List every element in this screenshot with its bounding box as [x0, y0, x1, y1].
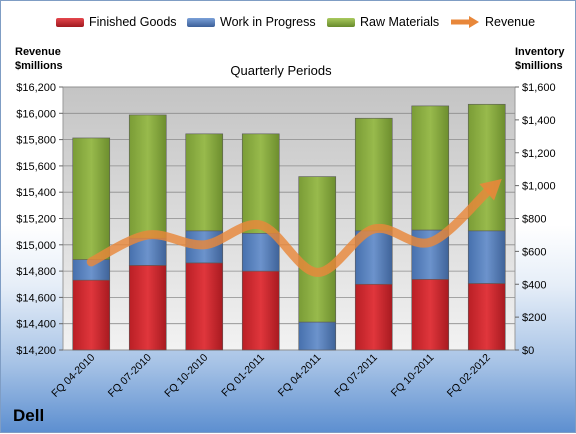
bar-finished-goods	[242, 271, 279, 350]
right-tick-label: $1,000	[522, 181, 556, 193]
plot-title: Quarterly Periods	[213, 63, 349, 78]
left-tick-label: $15,800	[16, 135, 56, 147]
bar-raw-materials	[412, 106, 449, 230]
left-tick-label: $14,600	[16, 292, 56, 304]
bar-finished-goods	[186, 263, 223, 350]
left-tick-label: $14,400	[16, 319, 56, 331]
bar-finished-goods	[468, 283, 505, 350]
x-tick-label: FQ 10-2010	[162, 352, 210, 400]
x-tick-label: FQ 04-2010	[49, 352, 97, 400]
left-tick-label: $15,000	[16, 240, 56, 252]
bar-work-in-progress	[468, 231, 505, 284]
x-tick-label: FQ 10-2011	[389, 352, 437, 400]
right-tick-label: $1,200	[522, 148, 556, 160]
left-tick-label: $14,800	[16, 266, 56, 278]
left-tick-label: $14,200	[16, 345, 56, 357]
bar-raw-materials	[73, 138, 110, 260]
x-tick-label: FQ 07-2011	[332, 352, 380, 400]
x-tick-label: FQ 07-2010	[106, 352, 154, 400]
left-tick-label: $16,200	[16, 82, 56, 94]
left-tick-label: $16,000	[16, 108, 56, 120]
bar-finished-goods	[129, 265, 166, 350]
bar-raw-materials	[129, 115, 166, 238]
right-tick-label: $800	[522, 214, 546, 226]
bar-finished-goods	[73, 280, 110, 350]
x-tick-label: FQ 04-2011	[276, 352, 324, 400]
right-tick-label: $1,400	[522, 115, 556, 127]
left-tick-label: $15,200	[16, 214, 56, 226]
bar-raw-materials	[355, 118, 392, 231]
right-tick-label: $0	[522, 345, 534, 357]
right-tick-label: $600	[522, 246, 546, 258]
left-tick-label: $15,600	[16, 161, 56, 173]
bar-work-in-progress	[299, 322, 336, 350]
right-tick-label: $1,600	[522, 82, 556, 94]
bar-raw-materials	[186, 134, 223, 231]
x-tick-label: FQ 02-2012	[445, 352, 493, 400]
bar-finished-goods	[412, 279, 449, 350]
bar-raw-materials	[242, 134, 279, 233]
right-tick-label: $200	[522, 312, 546, 324]
brand-label: Dell	[13, 406, 44, 426]
right-tick-label: $400	[522, 279, 546, 291]
left-tick-label: $15,400	[16, 187, 56, 199]
bar-raw-materials	[299, 177, 336, 322]
x-tick-label: FQ 01-2011	[219, 352, 267, 400]
bar-finished-goods	[355, 284, 392, 350]
